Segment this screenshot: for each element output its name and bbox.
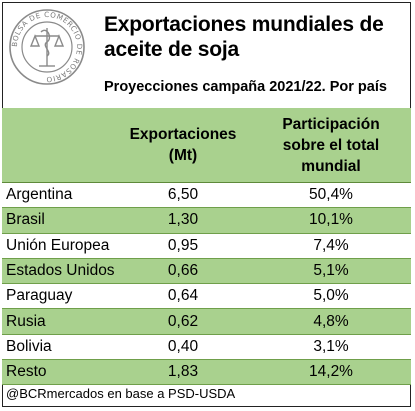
table-row: Resto 1,83 14,2% bbox=[2, 359, 411, 386]
country-cell: Paraguay bbox=[2, 283, 115, 310]
exports-table: Exportaciones (Mt) Participación sobre e… bbox=[2, 108, 411, 386]
table-row: Brasil 1,30 10,1% bbox=[2, 207, 411, 234]
share-cell: 5,1% bbox=[251, 258, 411, 285]
country-cell: Estados Unidos bbox=[2, 258, 115, 285]
table-row: Paraguay 0,64 5,0% bbox=[2, 283, 411, 310]
table-row: Estados Unidos 0,66 5,1% bbox=[2, 258, 411, 285]
country-cell: Rusia bbox=[2, 308, 115, 335]
exports-cell: 0,40 bbox=[115, 334, 251, 361]
share-cell: 4,8% bbox=[251, 308, 411, 335]
exports-cell: 0,95 bbox=[115, 233, 251, 259]
country-cell: Bolivia bbox=[2, 334, 115, 361]
country-cell: Brasil bbox=[2, 207, 115, 234]
header-share-line: Participación bbox=[282, 115, 380, 133]
exports-cell: 1,30 bbox=[115, 207, 251, 234]
header-exports: Exportaciones (Mt) bbox=[115, 108, 251, 183]
table-row: Rusia 0,62 4,8% bbox=[2, 308, 411, 335]
bcr-seal-logo: BOLSA DE COMERCIO DE ROSARIO bbox=[9, 9, 85, 85]
table-row: Unión Europea 0,95 7,4% bbox=[2, 233, 411, 259]
country-cell: Unión Europea bbox=[2, 233, 115, 259]
exports-cell: 6,50 bbox=[115, 182, 251, 209]
country-cell: Resto bbox=[2, 359, 115, 386]
share-cell: 14,2% bbox=[251, 359, 411, 386]
header-exports-line: Exportaciones bbox=[129, 126, 237, 143]
page-title: Exportaciones mundiales de aceite de soj… bbox=[104, 13, 384, 61]
share-cell: 50,4% bbox=[251, 182, 411, 209]
header-share: Participación sobre el total mundial bbox=[251, 108, 411, 183]
share-cell: 7,4% bbox=[251, 233, 411, 259]
table-header-row: Exportaciones (Mt) Participación sobre e… bbox=[2, 108, 411, 183]
exports-cell: 0,62 bbox=[115, 308, 251, 335]
header-exports-line: (Mt) bbox=[168, 147, 198, 164]
country-cell: Argentina bbox=[2, 182, 115, 209]
share-cell: 10,1% bbox=[251, 207, 411, 234]
exports-cell: 1,83 bbox=[115, 359, 251, 386]
exports-cell: 0,64 bbox=[115, 283, 251, 310]
header-country bbox=[2, 108, 115, 183]
header-share-line: mundial bbox=[301, 157, 361, 175]
share-cell: 3,1% bbox=[251, 334, 411, 361]
page-subtitle: Proyecciones campaña 2021/22. Por país bbox=[104, 79, 387, 95]
header-share-line: sobre el total bbox=[282, 136, 380, 154]
table-row: Argentina 6,50 50,4% bbox=[2, 182, 411, 209]
exports-cell: 0,66 bbox=[115, 258, 251, 285]
source-note: @BCRmercados en base a PSD-USDA bbox=[6, 386, 236, 401]
table-row: Bolivia 0,40 3,1% bbox=[2, 334, 411, 361]
share-cell: 5,0% bbox=[251, 283, 411, 310]
